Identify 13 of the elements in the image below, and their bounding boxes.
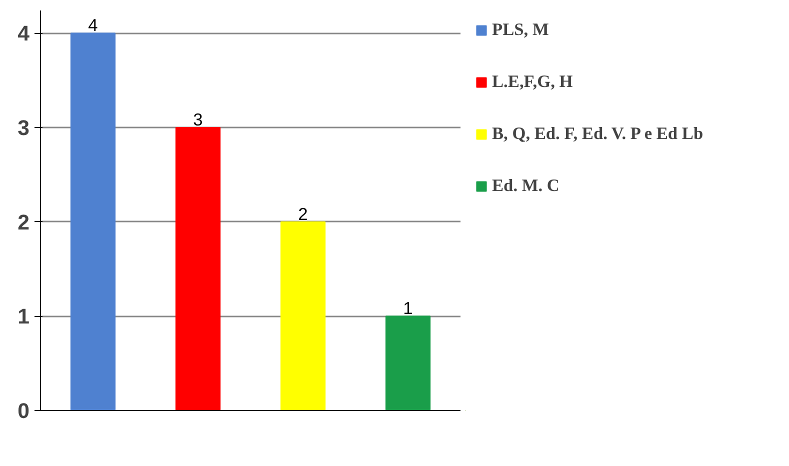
y-tick-label: 0 bbox=[18, 399, 30, 423]
legend-label: Ed. M. C bbox=[492, 176, 560, 196]
y-tick-label: 3 bbox=[18, 116, 30, 140]
data-label: 1 bbox=[403, 298, 413, 318]
data-label: 3 bbox=[193, 109, 203, 130]
data-label: 4 bbox=[88, 15, 98, 36]
y-tick-label: 1 bbox=[18, 304, 30, 329]
y-tick-label: 2 bbox=[18, 210, 30, 234]
legend-label: L.E,F,G, H bbox=[492, 72, 573, 92]
legend-label: PLS, M bbox=[492, 20, 549, 40]
legend-label: B, Q, Ed. F, Ed. V. P e Ed Lb bbox=[492, 124, 704, 144]
y-tick-label: 4 bbox=[18, 22, 30, 46]
data-label: 2 bbox=[298, 204, 308, 224]
